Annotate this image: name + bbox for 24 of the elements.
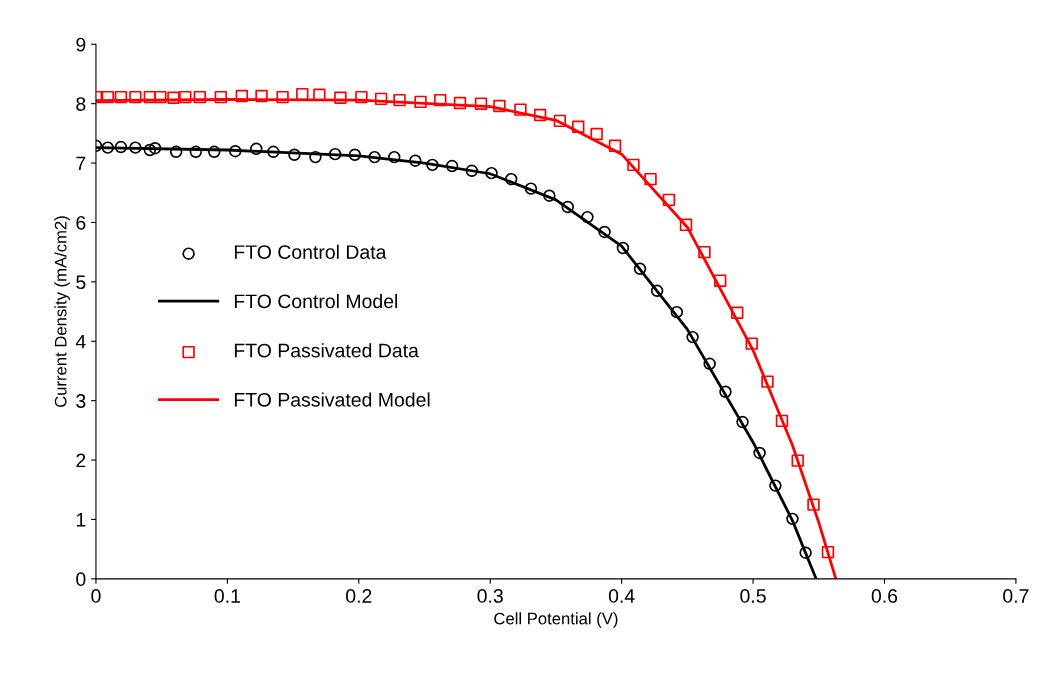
x-tick-label: 0.6 — [871, 589, 898, 603]
x-tick-label: 0.1 — [214, 589, 240, 603]
y-tick-label: 2 — [76, 453, 86, 468]
x-tick-label: 0.5 — [740, 589, 766, 603]
x-tick-label: 0.7 — [1003, 589, 1029, 603]
x-tick-label: 0 — [91, 589, 101, 603]
legend-label: FTO Control Data — [234, 244, 387, 259]
legend-label: FTO Control Model — [234, 293, 398, 309]
y-tick-label: 1 — [76, 513, 86, 527]
x-tick-label: 0.3 — [477, 589, 503, 603]
y-tick-label: 5 — [76, 275, 86, 290]
x-tick-label: 0.2 — [346, 589, 372, 603]
y-tick-label: 0 — [76, 572, 86, 587]
y-tick-label: 9 — [76, 37, 86, 52]
x-axis-title: Cell Potential (V) — [494, 612, 618, 628]
legend-label: FTO Passivated Data — [234, 343, 419, 358]
y-tick-label: 4 — [75, 334, 86, 349]
y-tick-label: 3 — [76, 394, 86, 408]
y-tick-label: 7 — [76, 156, 86, 171]
y-axis-title: Current Density (mA/cm2) — [54, 216, 70, 408]
legend-label: FTO Passivated Model — [234, 392, 430, 407]
y-tick-label: 8 — [76, 97, 86, 111]
x-tick-label: 0.4 — [608, 589, 635, 603]
y-tick-label: 6 — [76, 215, 86, 230]
